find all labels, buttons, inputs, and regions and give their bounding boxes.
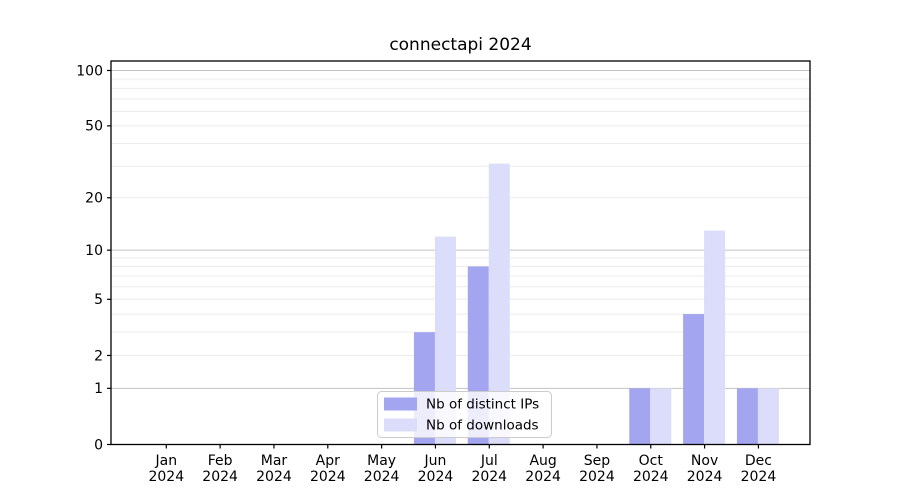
bar-distinct-ips-nov <box>683 314 705 445</box>
x-axis-labels-group: Jan2024Feb2024Mar2024Apr2024May2024Jun20… <box>148 453 776 485</box>
x-tick-month-label-nov: Nov <box>691 453 718 469</box>
bar-downloads-oct <box>650 388 672 445</box>
x-tick-month-label-may: May <box>367 453 396 469</box>
x-tick-month-label-jul: Jul <box>480 453 498 469</box>
y-tick-label-50: 50 <box>85 119 103 135</box>
x-tick-year-label-apr: 2024 <box>310 469 346 485</box>
x-tick-year-label-aug: 2024 <box>525 469 561 485</box>
legend-label-distinct-ips: Nb of distinct IPs <box>426 397 539 413</box>
legend-swatch-downloads <box>384 418 417 432</box>
bar-downloads-nov <box>704 230 726 445</box>
bar-distinct-ips-oct <box>629 388 651 445</box>
x-tick-year-label-oct: 2024 <box>633 469 669 485</box>
y-tick-label-100: 100 <box>76 63 103 79</box>
y-tick-label-5: 5 <box>94 292 103 308</box>
x-tick-year-label-feb: 2024 <box>202 469 238 485</box>
y-tick-label-1: 1 <box>94 381 103 397</box>
axes-group <box>107 60 811 449</box>
y-tick-label-20: 20 <box>85 191 103 207</box>
bar-downloads-jul <box>488 163 510 445</box>
x-tick-year-label-nov: 2024 <box>687 469 723 485</box>
bar-downloads-dec <box>757 388 779 445</box>
x-tick-year-label-jun: 2024 <box>418 469 454 485</box>
x-tick-month-label-aug: Aug <box>529 453 556 469</box>
x-tick-year-label-dec: 2024 <box>741 469 777 485</box>
x-tick-year-label-may: 2024 <box>364 469 400 485</box>
x-tick-month-label-jan: Jan <box>155 453 178 469</box>
plot-border <box>110 60 811 446</box>
x-tick-month-label-oct: Oct <box>639 453 664 469</box>
x-tick-month-label-sep: Sep <box>584 453 611 469</box>
x-tick-month-label-feb: Feb <box>208 453 233 469</box>
legend-swatch-distinct-ips <box>384 397 417 411</box>
x-tick-month-label-jun: Jun <box>424 453 447 469</box>
bar-distinct-ips-dec <box>736 388 758 445</box>
y-tick-label-2: 2 <box>94 348 103 364</box>
grid-minor-group <box>111 78 810 356</box>
x-tick-month-label-apr: Apr <box>316 453 340 469</box>
legend-box <box>377 391 552 438</box>
x-tick-year-label-jan: 2024 <box>148 469 184 485</box>
chart-title: connectapi 2024 <box>389 35 531 55</box>
y-axis-labels-group: 0 1 2 5 10 20 50 100 <box>76 63 103 453</box>
y-tick-label-10: 10 <box>85 243 103 259</box>
legend: Nb of distinct IPs Nb of downloads <box>377 391 552 438</box>
x-tick-month-label-dec: Dec <box>745 453 772 469</box>
x-tick-year-label-jul: 2024 <box>471 469 507 485</box>
x-tick-year-label-mar: 2024 <box>256 469 292 485</box>
x-tick-year-label-sep: 2024 <box>579 469 615 485</box>
y-tick-label-0: 0 <box>94 437 103 453</box>
x-tick-month-label-mar: Mar <box>261 453 288 469</box>
legend-label-downloads: Nb of downloads <box>426 418 539 434</box>
